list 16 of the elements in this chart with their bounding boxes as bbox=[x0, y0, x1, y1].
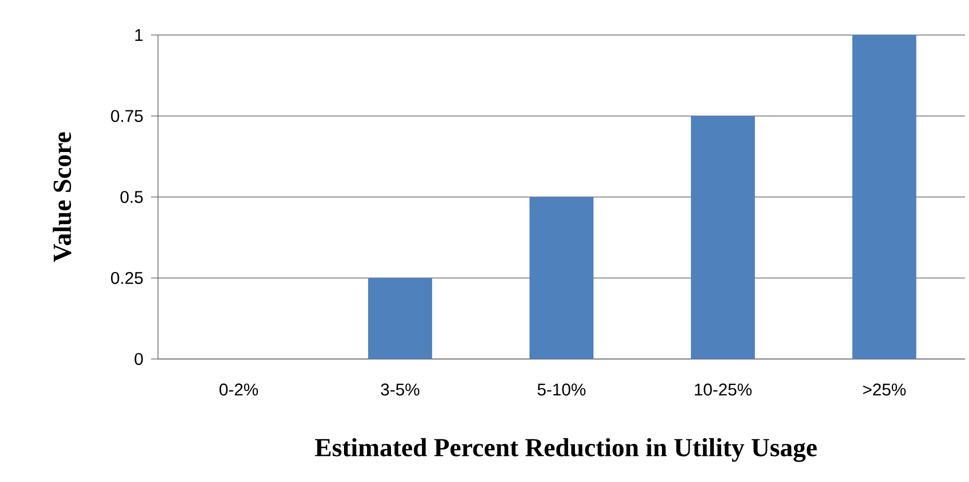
y-tick-label: 0.5 bbox=[120, 190, 143, 204]
x-tick-label: 10-25% bbox=[694, 384, 752, 396]
x-tick-label: 3-5% bbox=[380, 384, 420, 396]
bar bbox=[690, 116, 755, 359]
y-tick-label: 0.25 bbox=[111, 272, 143, 284]
x-tick-label: 5-10% bbox=[538, 384, 586, 396]
y-tick-label: 1 bbox=[135, 29, 143, 41]
x-tick-label: >25% bbox=[863, 384, 906, 396]
y-tick-label: 0 bbox=[134, 352, 143, 366]
bar bbox=[368, 278, 432, 359]
y-tick-label: 0.75 bbox=[111, 110, 143, 122]
x-axis-title: Estimated Percent Reduction in Utility Usage bbox=[315, 438, 817, 462]
bar bbox=[530, 196, 594, 359]
y-axis-title: Value Score bbox=[52, 132, 72, 262]
x-tick-label: 0-2% bbox=[220, 384, 258, 396]
bar bbox=[852, 35, 916, 359]
